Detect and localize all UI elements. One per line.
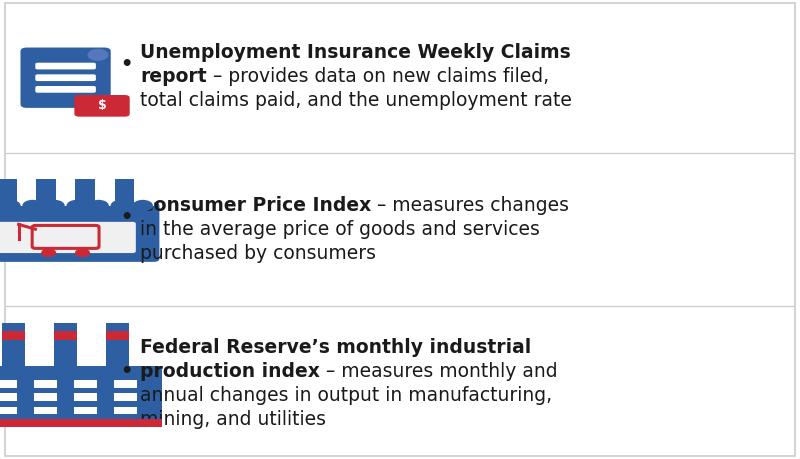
Bar xyxy=(74,380,97,387)
Bar xyxy=(106,331,130,340)
Bar xyxy=(0,179,154,206)
Bar xyxy=(54,323,78,366)
Bar xyxy=(34,380,58,387)
Text: mining, and utilities: mining, and utilities xyxy=(140,409,326,429)
Bar xyxy=(0,393,18,401)
Text: $: $ xyxy=(98,99,106,112)
Bar xyxy=(74,393,97,401)
Text: report: report xyxy=(140,67,206,86)
Bar xyxy=(106,323,130,366)
Text: Consumer Price Index: Consumer Price Index xyxy=(140,196,371,215)
FancyBboxPatch shape xyxy=(5,3,795,456)
Text: •: • xyxy=(120,55,133,74)
Text: •: • xyxy=(120,208,133,227)
Circle shape xyxy=(22,200,42,212)
Text: purchased by consumers: purchased by consumers xyxy=(140,244,376,263)
FancyBboxPatch shape xyxy=(0,222,136,253)
Bar xyxy=(2,323,26,366)
Bar xyxy=(95,179,114,206)
Circle shape xyxy=(66,200,86,212)
Text: – measures changes: – measures changes xyxy=(371,196,570,215)
Text: Federal Reserve’s monthly industrial: Federal Reserve’s monthly industrial xyxy=(140,338,531,357)
FancyBboxPatch shape xyxy=(35,86,96,93)
Circle shape xyxy=(89,200,109,212)
Text: annual changes in output in manufacturing,: annual changes in output in manufacturin… xyxy=(140,386,552,405)
Bar xyxy=(74,407,97,414)
Text: Unemployment Insurance Weekly Claims: Unemployment Insurance Weekly Claims xyxy=(140,43,570,62)
Bar xyxy=(114,407,137,414)
Text: •: • xyxy=(120,362,133,381)
FancyBboxPatch shape xyxy=(74,95,130,117)
Text: – measures monthly and: – measures monthly and xyxy=(320,362,558,381)
FancyBboxPatch shape xyxy=(35,63,96,69)
Bar xyxy=(56,179,75,206)
Bar xyxy=(114,393,137,401)
Bar xyxy=(2,331,26,340)
Circle shape xyxy=(75,248,90,257)
Circle shape xyxy=(133,200,153,212)
Bar xyxy=(0,380,18,387)
Bar xyxy=(134,179,154,206)
Bar xyxy=(114,380,137,387)
FancyBboxPatch shape xyxy=(21,48,110,108)
Bar xyxy=(54,331,78,340)
Circle shape xyxy=(41,248,56,257)
Text: production index: production index xyxy=(140,362,320,381)
Circle shape xyxy=(0,200,21,212)
Text: in the average price of goods and services: in the average price of goods and servic… xyxy=(140,220,540,239)
Bar xyxy=(34,393,58,401)
Bar xyxy=(0,407,18,414)
FancyBboxPatch shape xyxy=(0,202,159,262)
Bar xyxy=(0,366,162,420)
Bar xyxy=(17,179,36,206)
Text: total claims paid, and the unemployment rate: total claims paid, and the unemployment … xyxy=(140,91,572,110)
Bar xyxy=(34,407,58,414)
Bar xyxy=(0,420,162,427)
Circle shape xyxy=(110,200,131,212)
Circle shape xyxy=(87,49,109,61)
Bar xyxy=(56,420,75,426)
FancyBboxPatch shape xyxy=(35,74,96,81)
Circle shape xyxy=(45,200,65,212)
Text: – provides data on new claims filed,: – provides data on new claims filed, xyxy=(206,67,549,86)
